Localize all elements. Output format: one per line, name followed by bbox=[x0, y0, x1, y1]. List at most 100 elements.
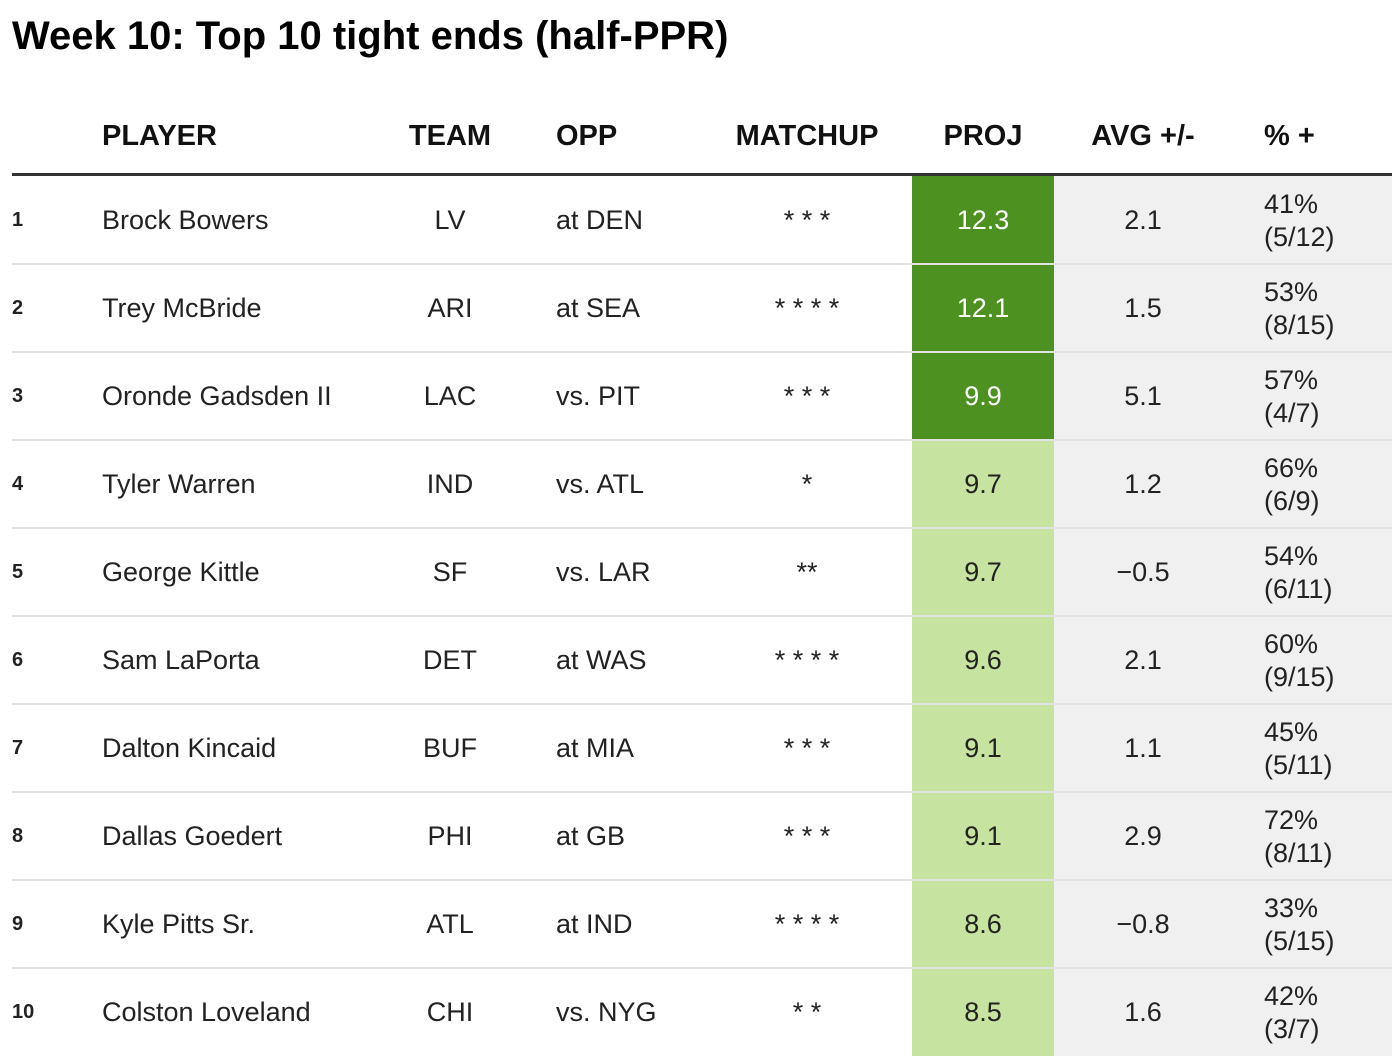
avg-diff: 5.1 bbox=[1124, 381, 1162, 411]
avg-diff: 1.5 bbox=[1124, 293, 1162, 323]
team: LAC bbox=[423, 381, 477, 411]
opponent: at IND bbox=[556, 909, 633, 939]
avg-diff: 1.1 bbox=[1124, 733, 1162, 763]
pct-split: (3/7) bbox=[1264, 1014, 1320, 1044]
proj-bg bbox=[912, 968, 1054, 1056]
player: Colston Loveland bbox=[102, 997, 311, 1027]
matchup: * * * * bbox=[774, 645, 840, 675]
projection: 9.6 bbox=[964, 645, 1002, 675]
rank: 4 bbox=[12, 473, 24, 495]
proj-bg bbox=[912, 528, 1054, 616]
row-rule bbox=[12, 791, 1392, 793]
title: Week 10: Top 10 tight ends (half-PPR) bbox=[12, 14, 729, 58]
proj-bg bbox=[912, 352, 1054, 440]
avg-diff: −0.5 bbox=[1116, 557, 1170, 587]
avg-diff: 2.1 bbox=[1124, 205, 1162, 235]
player: Trey McBride bbox=[102, 293, 262, 323]
projection: 9.1 bbox=[964, 733, 1002, 763]
pct-plus: 41% bbox=[1264, 189, 1319, 219]
avg-diff: 2.9 bbox=[1124, 821, 1162, 851]
player: George Kittle bbox=[102, 557, 260, 587]
rank: 6 bbox=[12, 649, 24, 671]
pct-split: (8/15) bbox=[1264, 310, 1335, 340]
opponent: at GB bbox=[556, 821, 626, 851]
column-header: PLAYER bbox=[102, 120, 217, 152]
player: Tyler Warren bbox=[102, 469, 256, 499]
opponent: at DEN bbox=[556, 205, 644, 235]
proj-bg bbox=[912, 176, 1054, 264]
column-header: OPP bbox=[556, 120, 618, 152]
matchup: * * * bbox=[783, 205, 831, 235]
column-header: PROJ bbox=[943, 120, 1023, 152]
avg-diff: 2.1 bbox=[1124, 645, 1162, 675]
opponent: at WAS bbox=[556, 645, 647, 675]
team: CHI bbox=[426, 997, 474, 1027]
matchup: * * * bbox=[783, 733, 831, 763]
player: Sam LaPorta bbox=[102, 645, 260, 675]
pct-split: (5/11) bbox=[1264, 750, 1333, 780]
team: ATL bbox=[426, 909, 474, 939]
team: DET bbox=[423, 645, 477, 675]
player: Brock Bowers bbox=[102, 205, 269, 235]
opponent: vs. LAR bbox=[556, 557, 651, 587]
opponent: at MIA bbox=[556, 733, 635, 763]
column-header: MATCHUP bbox=[735, 120, 879, 152]
projection: 9.9 bbox=[964, 381, 1002, 411]
column-header: AVG +/- bbox=[1091, 120, 1195, 152]
team: PHI bbox=[427, 821, 473, 851]
pct-plus: 54% bbox=[1264, 541, 1319, 571]
pct-split: (6/11) bbox=[1264, 574, 1333, 604]
matchup: * * * * bbox=[774, 293, 840, 323]
proj-bg bbox=[912, 440, 1054, 528]
row-rule bbox=[12, 439, 1392, 441]
matchup: ** bbox=[796, 557, 818, 587]
pct-split: (8/11) bbox=[1264, 838, 1333, 868]
pct-split: (5/15) bbox=[1264, 926, 1335, 956]
pct-split: (9/15) bbox=[1264, 662, 1335, 692]
player: Oronde Gadsden II bbox=[102, 381, 332, 411]
proj-bg bbox=[912, 880, 1054, 968]
projection: 12.3 bbox=[956, 205, 1010, 235]
row-rule bbox=[12, 879, 1392, 881]
avg-diff: 1.2 bbox=[1124, 469, 1162, 499]
opponent: vs. NYG bbox=[556, 997, 657, 1027]
projection: 12.1 bbox=[956, 293, 1010, 323]
row-rule bbox=[12, 703, 1392, 705]
rank: 2 bbox=[12, 297, 24, 319]
rank: 10 bbox=[12, 1001, 35, 1023]
proj-bg bbox=[912, 792, 1054, 880]
avg-diff: 1.6 bbox=[1124, 997, 1162, 1027]
player: Dalton Kincaid bbox=[102, 733, 277, 763]
column-header: TEAM bbox=[408, 120, 492, 152]
pct-plus: 60% bbox=[1264, 629, 1319, 659]
team: LV bbox=[434, 205, 466, 235]
rank: 7 bbox=[12, 737, 24, 759]
matchup: * * bbox=[792, 997, 822, 1027]
pct-split: (5/12) bbox=[1264, 222, 1335, 252]
matchup: * * * bbox=[783, 381, 831, 411]
pct-plus: 53% bbox=[1264, 277, 1319, 307]
matchup: * * * bbox=[783, 821, 831, 851]
rank: 9 bbox=[12, 913, 24, 935]
rank: 1 bbox=[12, 209, 24, 231]
avg-diff: −0.8 bbox=[1116, 909, 1170, 939]
projection: 9.7 bbox=[964, 557, 1002, 587]
opponent: vs. ATL bbox=[556, 469, 645, 499]
matchup: * bbox=[801, 469, 813, 499]
column-header: % + bbox=[1264, 120, 1315, 152]
projection: 9.1 bbox=[964, 821, 1002, 851]
row-rule bbox=[12, 263, 1392, 265]
proj-bg bbox=[912, 616, 1054, 704]
matchup: * * * * bbox=[774, 909, 840, 939]
team: SF bbox=[432, 557, 468, 587]
pct-plus: 66% bbox=[1264, 453, 1319, 483]
player: Dallas Goedert bbox=[102, 821, 283, 851]
pct-plus: 33% bbox=[1264, 893, 1319, 923]
rank: 3 bbox=[12, 385, 24, 407]
row-rule bbox=[12, 351, 1392, 353]
team: ARI bbox=[427, 293, 473, 323]
pct-split: (4/7) bbox=[1264, 398, 1320, 428]
opponent: vs. PIT bbox=[556, 381, 641, 411]
pct-plus: 42% bbox=[1264, 981, 1319, 1011]
pct-plus: 72% bbox=[1264, 805, 1319, 835]
